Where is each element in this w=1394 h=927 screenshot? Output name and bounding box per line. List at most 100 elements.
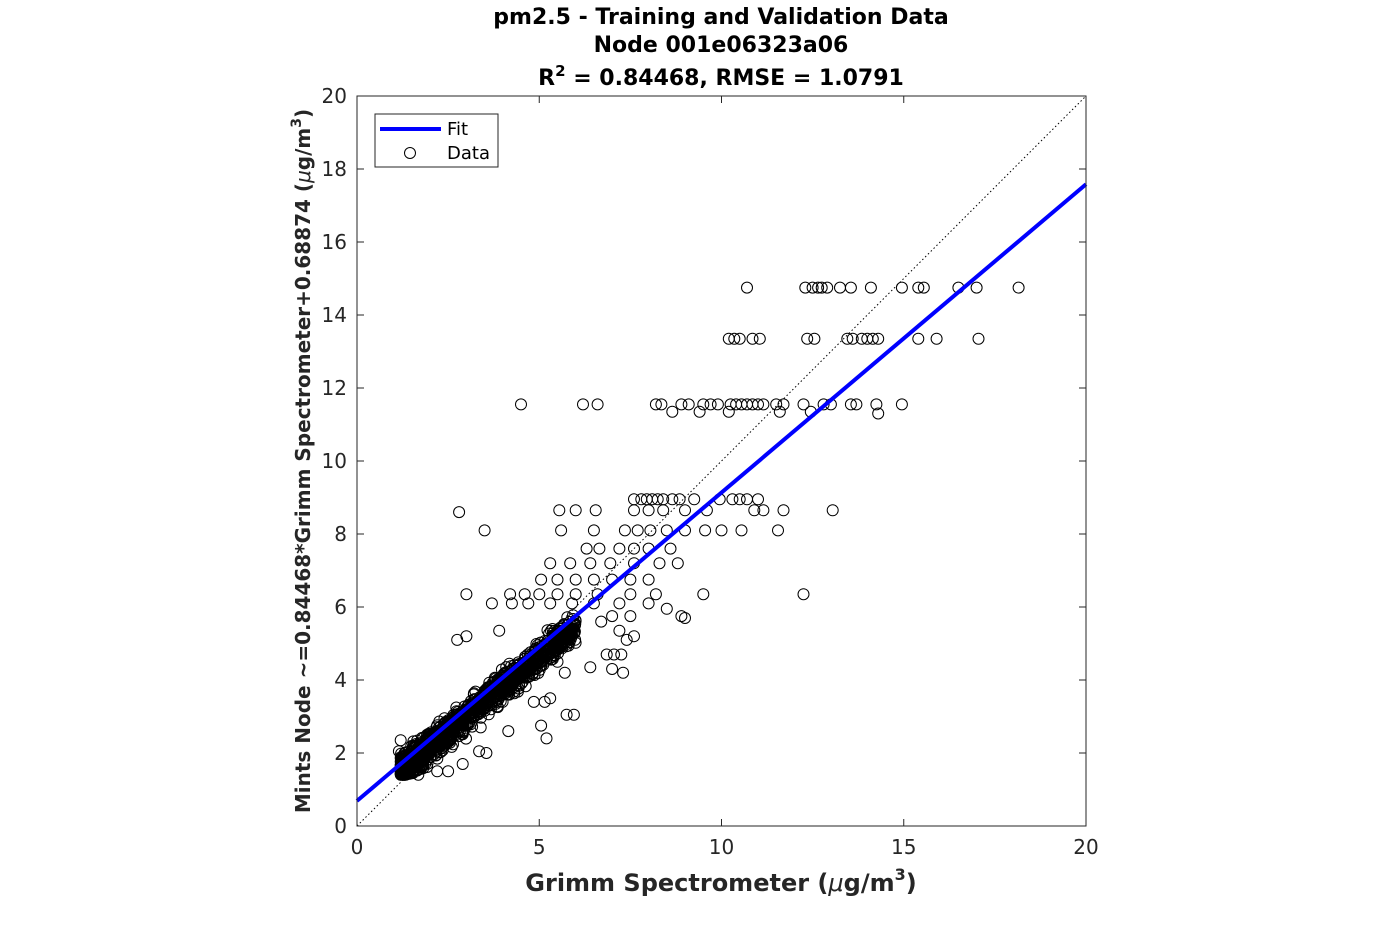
data-point xyxy=(660,602,673,615)
data-point xyxy=(666,405,679,418)
data-point xyxy=(515,398,527,411)
data-point xyxy=(642,573,655,586)
data-point xyxy=(394,768,407,781)
data-point xyxy=(682,398,695,411)
legend-data-marker xyxy=(404,147,416,159)
data-point xyxy=(584,661,597,674)
y-tick-label: 2 xyxy=(334,741,347,765)
data-point xyxy=(844,398,857,411)
data-point xyxy=(666,493,679,506)
data-point xyxy=(518,670,531,683)
y-tick-label: 6 xyxy=(334,595,347,619)
y-tick-label: 8 xyxy=(334,522,347,546)
data-point xyxy=(541,635,554,648)
chart-metrics-line: R2 = 0.84468, RMSE = 1.0791 xyxy=(538,62,904,91)
x-tick-label: 15 xyxy=(891,835,916,859)
x-axis-label-close: ) xyxy=(906,869,917,897)
data-point xyxy=(535,719,548,732)
data-point xyxy=(970,281,983,294)
metrics-values: = 0.84468, RMSE = 1.0791 xyxy=(566,66,904,91)
data-point xyxy=(799,281,812,294)
data-point xyxy=(544,646,557,659)
data-point xyxy=(628,504,640,517)
data-point xyxy=(797,588,810,601)
x-tick-label: 10 xyxy=(709,835,734,859)
data-point xyxy=(480,699,492,712)
data-point xyxy=(735,524,748,537)
y-axis-ticks: 0 2 4 6 8 10 12 14 16 18 20 xyxy=(322,84,1086,838)
fit-line xyxy=(355,182,1088,803)
data-point xyxy=(587,524,600,537)
y-tick-label: 4 xyxy=(334,668,347,692)
data-point xyxy=(527,695,540,708)
data-point xyxy=(657,504,670,517)
data-point xyxy=(679,612,691,624)
data-point xyxy=(711,398,724,411)
data-point xyxy=(608,648,620,661)
data-point xyxy=(624,610,637,623)
data-point xyxy=(757,504,770,517)
data-point xyxy=(525,655,538,668)
y-axis-label-sup: 3 xyxy=(289,118,305,128)
data-point xyxy=(589,504,602,517)
data-point xyxy=(704,398,717,411)
data-point xyxy=(551,588,564,601)
data-point xyxy=(613,542,626,555)
y-tick-label: 12 xyxy=(322,376,347,400)
data-point xyxy=(502,681,514,694)
x-axis-label-main: Grimm Spectrometer ( xyxy=(525,869,828,897)
data-point xyxy=(846,332,859,345)
data-point xyxy=(560,708,573,721)
data-point xyxy=(595,615,608,628)
data-point xyxy=(394,755,407,768)
x-axis-ticks: 0 5 10 15 20 xyxy=(351,96,1099,859)
data-point xyxy=(872,332,885,345)
data-point xyxy=(584,557,597,570)
data-point xyxy=(808,332,821,345)
data-point xyxy=(463,701,476,714)
legend-fit-label: Fit xyxy=(447,119,468,140)
x-tick-label: 20 xyxy=(1073,835,1098,859)
data-point xyxy=(443,728,456,741)
data-point xyxy=(772,524,784,537)
data-point xyxy=(430,739,443,752)
data-point xyxy=(864,281,877,294)
y-tick-label: 0 xyxy=(334,814,347,838)
data-point xyxy=(489,688,502,700)
data-point xyxy=(526,667,539,680)
data-point xyxy=(511,673,524,686)
data-point xyxy=(697,398,710,411)
data-point xyxy=(817,398,830,411)
data-point xyxy=(553,504,566,517)
data-point xyxy=(1012,281,1025,294)
data-point xyxy=(715,524,728,537)
data-point xyxy=(593,542,606,555)
data-point xyxy=(554,621,567,634)
data-point xyxy=(473,745,486,758)
data-point xyxy=(451,721,464,734)
data-point xyxy=(664,542,677,555)
data-point xyxy=(628,542,640,555)
x-axis-label-sup: 3 xyxy=(895,865,906,884)
data-point xyxy=(801,332,814,345)
legend-box xyxy=(374,113,499,168)
data-point xyxy=(461,700,474,713)
data-point xyxy=(642,504,655,517)
data-point xyxy=(624,588,637,601)
y-tick-label: 20 xyxy=(322,84,347,108)
data-point xyxy=(555,524,568,537)
data-point xyxy=(912,332,925,345)
data-point xyxy=(407,758,420,771)
data-point xyxy=(757,398,770,411)
data-point xyxy=(753,332,766,345)
data-point xyxy=(866,332,879,345)
data-point xyxy=(600,648,613,661)
data-point xyxy=(493,624,506,637)
data-point xyxy=(972,332,985,345)
data-point xyxy=(478,524,491,537)
data-point xyxy=(485,597,498,610)
data-point xyxy=(577,398,589,411)
data-point xyxy=(604,557,617,570)
data-point xyxy=(655,398,668,411)
